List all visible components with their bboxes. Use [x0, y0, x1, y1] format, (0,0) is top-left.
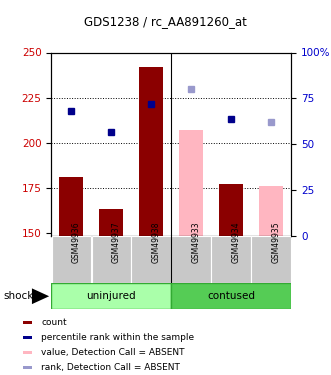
Text: GSM49938: GSM49938 — [151, 221, 160, 262]
Text: count: count — [41, 318, 67, 327]
Bar — [91, 236, 131, 283]
Bar — [59, 177, 83, 236]
Text: GDS1238 / rc_AA891260_at: GDS1238 / rc_AA891260_at — [84, 15, 247, 28]
Bar — [179, 130, 203, 236]
Text: shock: shock — [3, 291, 34, 301]
Bar — [219, 184, 243, 236]
Text: value, Detection Call = ABSENT: value, Detection Call = ABSENT — [41, 348, 185, 357]
Text: GSM49933: GSM49933 — [191, 221, 200, 262]
Bar — [259, 186, 283, 236]
Bar — [23, 321, 32, 324]
Bar — [212, 236, 251, 283]
Text: contused: contused — [207, 291, 255, 301]
Polygon shape — [32, 288, 49, 304]
Bar — [171, 236, 211, 283]
Bar — [23, 351, 32, 354]
Bar — [52, 236, 91, 283]
Text: rank, Detection Call = ABSENT: rank, Detection Call = ABSENT — [41, 363, 180, 372]
Bar — [139, 67, 163, 236]
Bar — [23, 366, 32, 369]
Bar — [252, 236, 291, 283]
Bar — [131, 236, 171, 283]
Text: GSM49936: GSM49936 — [71, 221, 80, 262]
Text: GSM49937: GSM49937 — [111, 221, 120, 262]
Text: percentile rank within the sample: percentile rank within the sample — [41, 333, 194, 342]
Bar — [51, 283, 171, 309]
Text: GSM49935: GSM49935 — [271, 221, 280, 262]
Text: GSM49934: GSM49934 — [231, 221, 240, 262]
Bar — [99, 209, 123, 236]
Bar — [171, 283, 291, 309]
Bar — [23, 336, 32, 339]
Text: uninjured: uninjured — [86, 291, 136, 301]
